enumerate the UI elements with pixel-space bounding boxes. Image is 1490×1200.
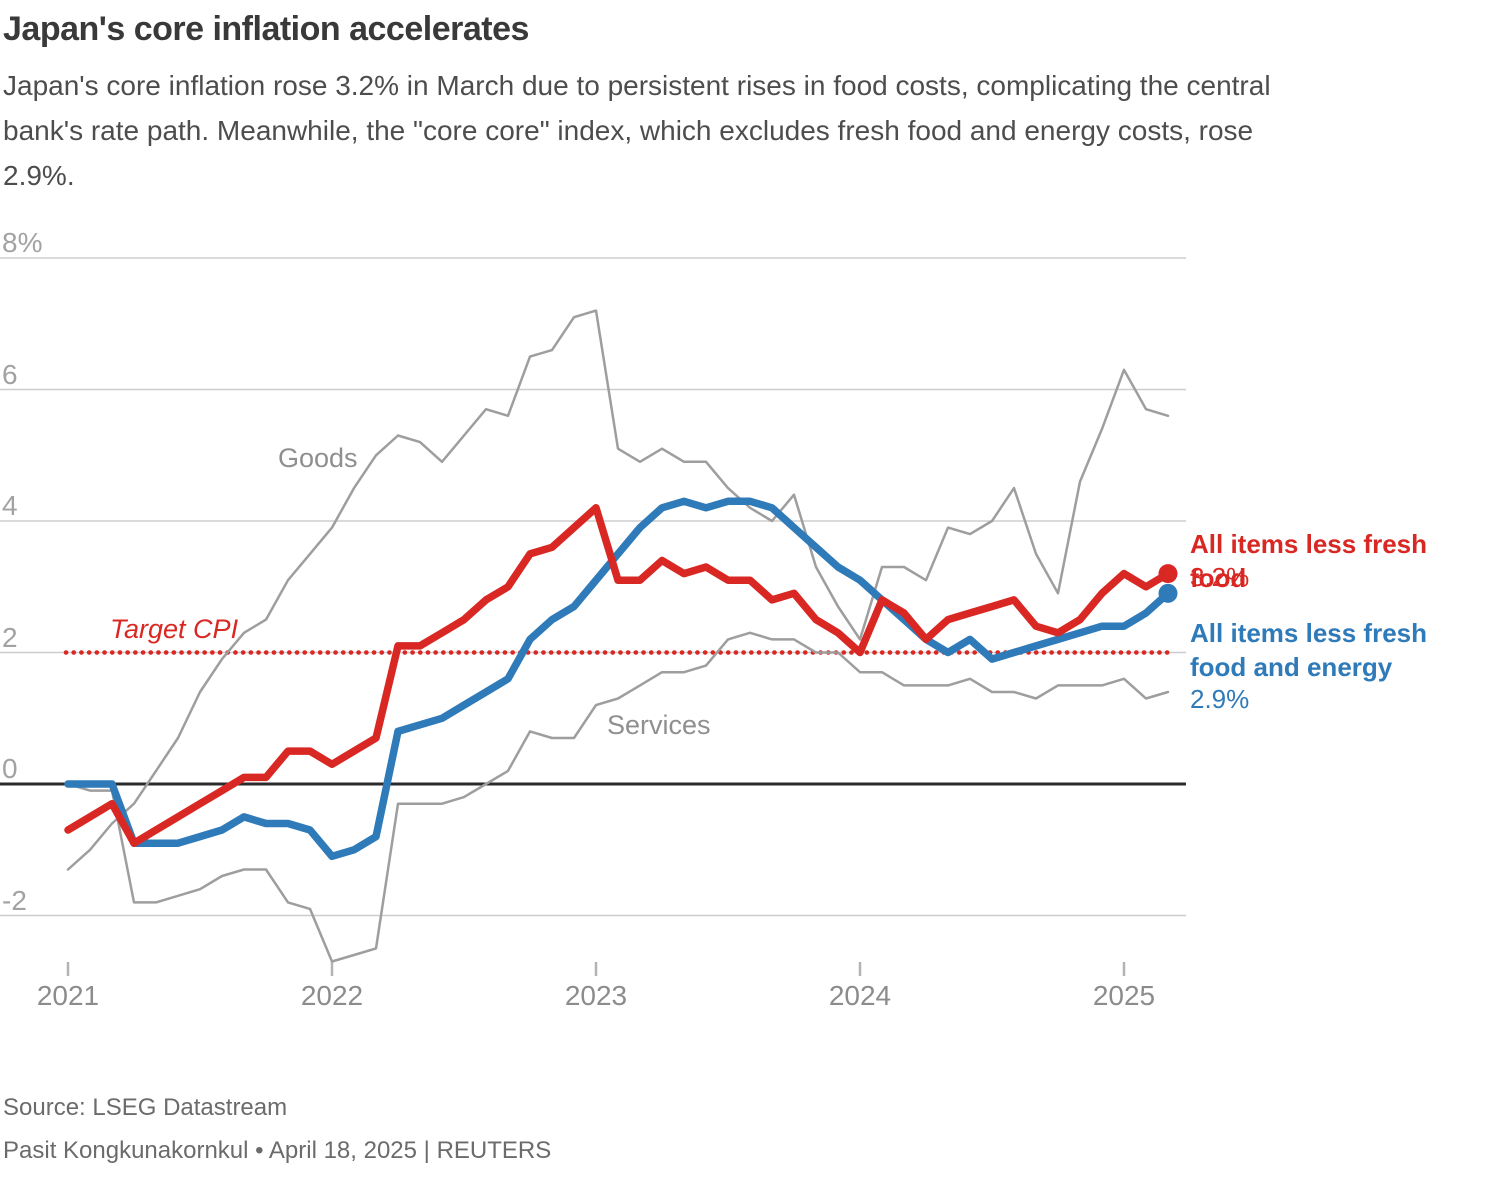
- goods-series-label: Goods: [278, 443, 358, 473]
- subtitle-line-1: Japan's core inflation rose 3.2% in Marc…: [3, 70, 1271, 101]
- end-label-core-value: 3.2%: [1190, 562, 1250, 592]
- x-axis-label-2021: 2021: [36, 980, 100, 1011]
- series-line-goods: [66, 309, 1170, 871]
- target-cpi-label: Target CPI: [110, 614, 239, 644]
- series-line-all-items-less-fresh-food-and-energy: [64, 497, 1172, 861]
- end-label-corecore-value: 2.9%: [1190, 684, 1250, 714]
- subtitle-line-2: bank's rate path. Meanwhile, the "core c…: [3, 115, 1254, 146]
- y-axis-label-6: 6: [2, 358, 18, 390]
- subtitle-line-3: 2.9%.: [3, 160, 75, 191]
- end-label-corecore-title: All items less fresh food and energy: [1190, 618, 1427, 682]
- end-dot-all-items-less-fresh-food-and-energy: [1158, 583, 1178, 603]
- inflation-line-chart: [0, 257, 1186, 976]
- source-credit: Source: LSEG Datastream: [3, 1094, 288, 1121]
- series-line-all-items-less-fresh-food: [64, 504, 1172, 847]
- byline: Pasit Kongkunakornkul • April 18, 2025 |…: [3, 1137, 552, 1164]
- series-line-services: [66, 631, 1170, 963]
- page-title: Japan's core inflation accelerates: [3, 10, 529, 48]
- x-axis-label-2025: 2025: [1092, 980, 1156, 1011]
- y-axis-label-2: 2: [2, 621, 18, 653]
- y-axis-label-8pct: 8%: [2, 227, 43, 258]
- x-axis-label-2023: 2023: [564, 980, 628, 1011]
- x-axis-label-2022: 2022: [300, 980, 364, 1011]
- end-label-core-title: All items less fresh food: [1190, 529, 1427, 593]
- y-axis-label--2: -2: [2, 884, 27, 916]
- end-dot-all-items-less-fresh-food: [1158, 564, 1178, 584]
- services-series-label: Services: [607, 710, 711, 740]
- x-axis-label-2024: 2024: [828, 980, 892, 1011]
- y-axis-label-4: 4: [2, 490, 18, 521]
- y-axis-label-0: 0: [2, 753, 18, 784]
